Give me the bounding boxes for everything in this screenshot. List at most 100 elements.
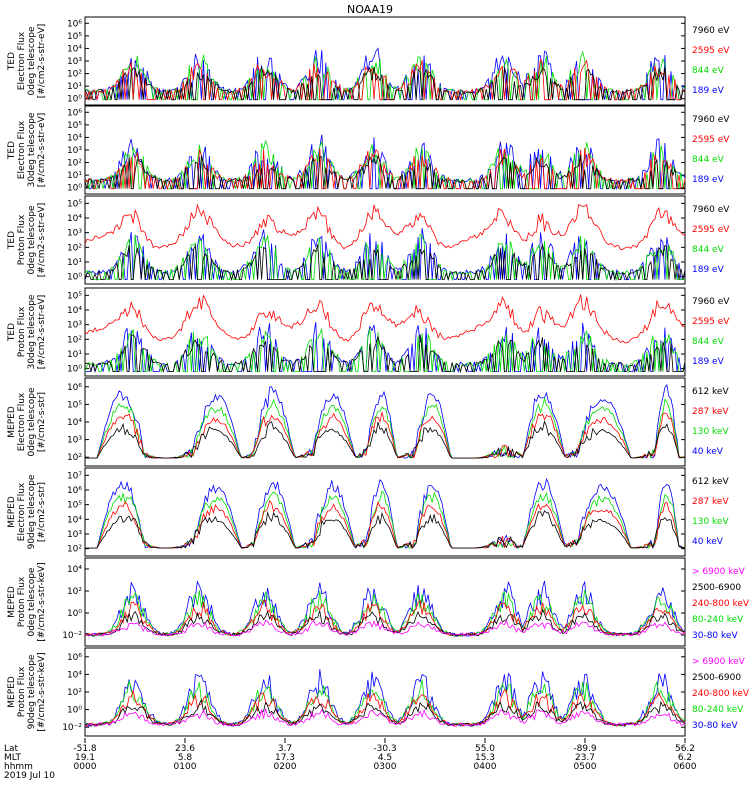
y-axis-label-line: Proton Flux [17,576,27,627]
x-tick-mlt: 5.8 [178,753,193,763]
x-tick-lat: 56.2 [675,744,695,754]
y-tick-label: 10⁴ [67,418,82,428]
series-line-7960-ev [84,243,686,282]
y-axis-label-line: [#/cm2-s-str-keV] [37,562,47,641]
legend-entry: 2500-6900 [692,673,741,683]
y-tick-label: 10⁵ [67,291,82,301]
legend-entry: 30-80 keV [692,631,738,641]
x-tick-mlt: 15.3 [475,753,495,763]
legend-entry: 240-800 keV [692,599,750,609]
y-tick-label: 10² [67,545,82,555]
x-tick-mlt: 19.1 [75,753,95,763]
legend-entry: 40 keV [692,537,724,547]
y-tick-label: 10⁶ [67,653,82,663]
x-tick-lat: 3.7 [278,744,292,754]
legend-entry: 130 keV [692,517,729,527]
series-line-2595-ev [84,203,686,251]
panel-6: 10² 10³ 10⁴ 10⁵ 10⁶ 10⁷ MEPED Electron Flux 90de… [7,467,729,557]
x-tick-hhmm: 0000 [74,762,97,772]
legend-entry: 240-800 keV [692,689,750,699]
y-tick-label: 10⁴ [67,133,82,143]
y-tick-label: 10⁴ [67,670,82,680]
legend-entry: 612 keV [692,477,729,487]
y-tick-label: 10³ [67,436,82,446]
panel-2: 10⁰ 10¹ 10² 10³ 10⁴ 10⁵ 10⁶ TED Electron Flux 30d… [7,105,730,195]
y-tick-label: 10⁴ [67,306,82,316]
x-tick-lat: -51.8 [73,744,97,754]
series-line-7960-ev [84,334,686,374]
y-tick-label: 10⁵ [67,199,82,209]
series-line-2595-ev [84,58,686,102]
x-tick-lat: -30.3 [373,744,396,754]
x-axis-row-label: 2019 Jul 10 [4,771,55,781]
chart-title: NOAA19 [347,3,393,16]
y-axis-label-line: TED [7,231,17,250]
y-tick-label: 10⁶ [67,383,82,393]
y-tick-label: 10³ [67,57,82,67]
y-tick-label: 10⁴ [67,515,82,525]
y-tick-label: 10² [67,159,82,169]
y-axis-label-line: [#/cm2-s-str] [37,392,47,452]
x-tick-hhmm: 0300 [374,762,397,772]
legend-entry: 130 keV [692,427,729,437]
legend-entry: 80-240 keV [692,705,744,715]
y-tick-label: 10⁰ [67,609,82,619]
y-tick-label: 10⁵ [67,121,82,131]
series-line-7960-ev [84,65,686,102]
legend-entry: 2595 eV [692,135,730,145]
x-tick-lat: 23.6 [175,744,195,754]
x-axis-row-label: MLT [4,753,22,763]
y-axis-label-line: MEPED [7,676,17,708]
y-axis-label-line: 0deg telescope [27,205,37,275]
legend-entry: 612 keV [692,387,729,397]
series-line-40-kev [85,477,686,550]
y-axis-label-line: TED [7,141,17,160]
series-line-80-240-kev [84,679,686,727]
y-axis-label-line: TED [7,52,17,71]
legend-entry: 844 eV [692,245,725,255]
series-line-30-80-kev [84,580,686,637]
y-tick-label: 10⁰ [67,365,82,375]
y-tick-label: 10⁰ [67,706,82,716]
y-tick-label: 10⁰ [67,95,82,105]
panel-frame [84,557,686,647]
y-axis-label-line: 30deg telescope [27,112,37,187]
legend-entry: 844 eV [692,155,725,165]
y-tick-label: 10¹ [67,350,82,360]
series-line-7960-ev [84,154,685,191]
series-line-240-800-kev [84,599,686,637]
y-tick-label: 10¹ [67,258,82,268]
legend-entry: 287 keV [692,497,729,507]
y-tick-label: 10⁴ [67,214,82,224]
series-line-844-ev [84,233,685,282]
legend-entry: 2595 eV [692,317,730,327]
y-axis-label-line: Electron Flux [17,120,27,179]
series-line-130-kev [85,490,686,549]
y-axis-label-line: [#/cm2-s-str-eV] [37,203,47,278]
legend-entry: 189 eV [692,86,725,96]
panel-8: 10⁻² 10⁰ 10² 10⁴ 10⁶ MEPED Proton Flux 90deg te… [7,647,750,737]
panel-5: 10² 10³ 10⁴ 10⁵ 10⁶ MEPED Electron Flux 0deg te… [7,377,729,467]
x-tick-lat: -89.9 [573,744,597,754]
y-tick-label: 10³ [67,530,82,540]
y-axis-label-line: Electron Flux [17,482,27,541]
legend-entry: 2595 eV [692,225,730,235]
legend-entry: 7960 eV [692,297,730,307]
y-axis-label-line: Electron Flux [17,392,27,451]
y-axis-label-line: 0deg telescope [27,567,37,637]
y-tick-label: 10⁵ [67,501,82,511]
y-axis-label-line: Proton Flux [17,666,27,717]
series-line-287-kev [85,411,686,459]
y-tick-label: 10² [67,70,82,80]
y-tick-label: 10⁻² [62,723,82,733]
x-tick-mlt: 23.7 [575,753,595,763]
legend-entry: 844 eV [692,66,725,76]
y-axis-label-line: [#/cm2-s-str-eV] [37,113,47,188]
y-tick-label: 10⁻² [62,631,82,641]
y-axis-label-line: [#/cm2-s-str-eV] [37,24,47,99]
y-axis-label-line: 0deg telescope [27,26,37,96]
series-line-2500-6900 [84,698,686,727]
y-tick-label: 10⁰ [67,184,82,194]
y-tick-label: 10¹ [67,171,82,181]
y-axis-label-line: 0deg telescope [27,387,37,457]
